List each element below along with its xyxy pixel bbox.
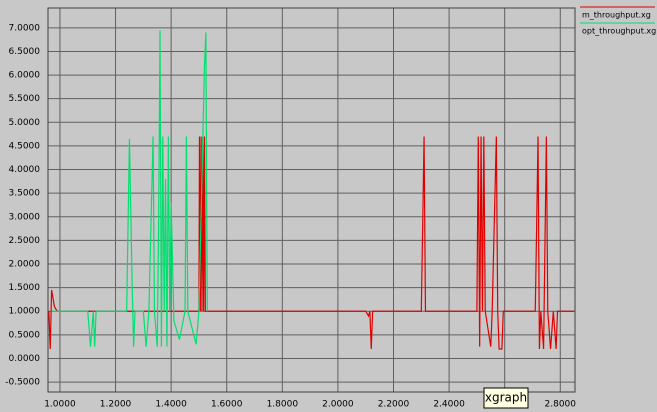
x-tick-label: 1.6000 bbox=[211, 400, 243, 410]
y-tick-label: 6.5000 bbox=[9, 47, 41, 57]
y-tick-label: 6.0000 bbox=[9, 71, 41, 81]
x-tick-label: 1.2000 bbox=[100, 400, 132, 410]
x-tick-label: 1.0000 bbox=[44, 400, 76, 410]
tooltip-box bbox=[483, 387, 529, 409]
plot-border bbox=[47, 7, 576, 393]
x-tick-label: 1.8000 bbox=[267, 400, 299, 410]
x-tick-label: 2.4000 bbox=[433, 400, 465, 410]
y-tick-label: 3.5000 bbox=[9, 189, 41, 199]
y-tick-label: 7.0000 bbox=[9, 23, 41, 33]
y-tick-label: -0.5000 bbox=[5, 378, 40, 388]
tooltip-text: xgraph bbox=[485, 391, 527, 405]
y-tick-label: 0.0000 bbox=[9, 354, 41, 364]
y-tick-label: 2.5000 bbox=[9, 236, 41, 246]
y-tick-label: 5.0000 bbox=[9, 118, 41, 128]
y-tick-label: 4.0000 bbox=[9, 165, 41, 175]
x-tick-label: 1.4000 bbox=[155, 400, 187, 410]
series-line bbox=[48, 136, 575, 350]
legend-label: opt_throughput.xg bbox=[582, 27, 656, 36]
x-tick-label: 2.0000 bbox=[322, 400, 354, 410]
legend-label: m_throughput.xg bbox=[582, 11, 651, 20]
y-tick-label: 1.5000 bbox=[9, 283, 41, 293]
x-tick-label: 2.8000 bbox=[545, 400, 577, 410]
y-tick-label: 3.0000 bbox=[9, 212, 41, 222]
series-line bbox=[51, 30, 208, 347]
x-tick-label: 2.2000 bbox=[378, 400, 410, 410]
y-tick-label: 4.5000 bbox=[9, 141, 41, 151]
y-tick-label: 2.0000 bbox=[9, 260, 41, 270]
y-tick-label: 5.5000 bbox=[9, 94, 41, 104]
y-tick-label: 1.0000 bbox=[9, 307, 41, 317]
y-tick-label: 0.5000 bbox=[9, 330, 41, 340]
